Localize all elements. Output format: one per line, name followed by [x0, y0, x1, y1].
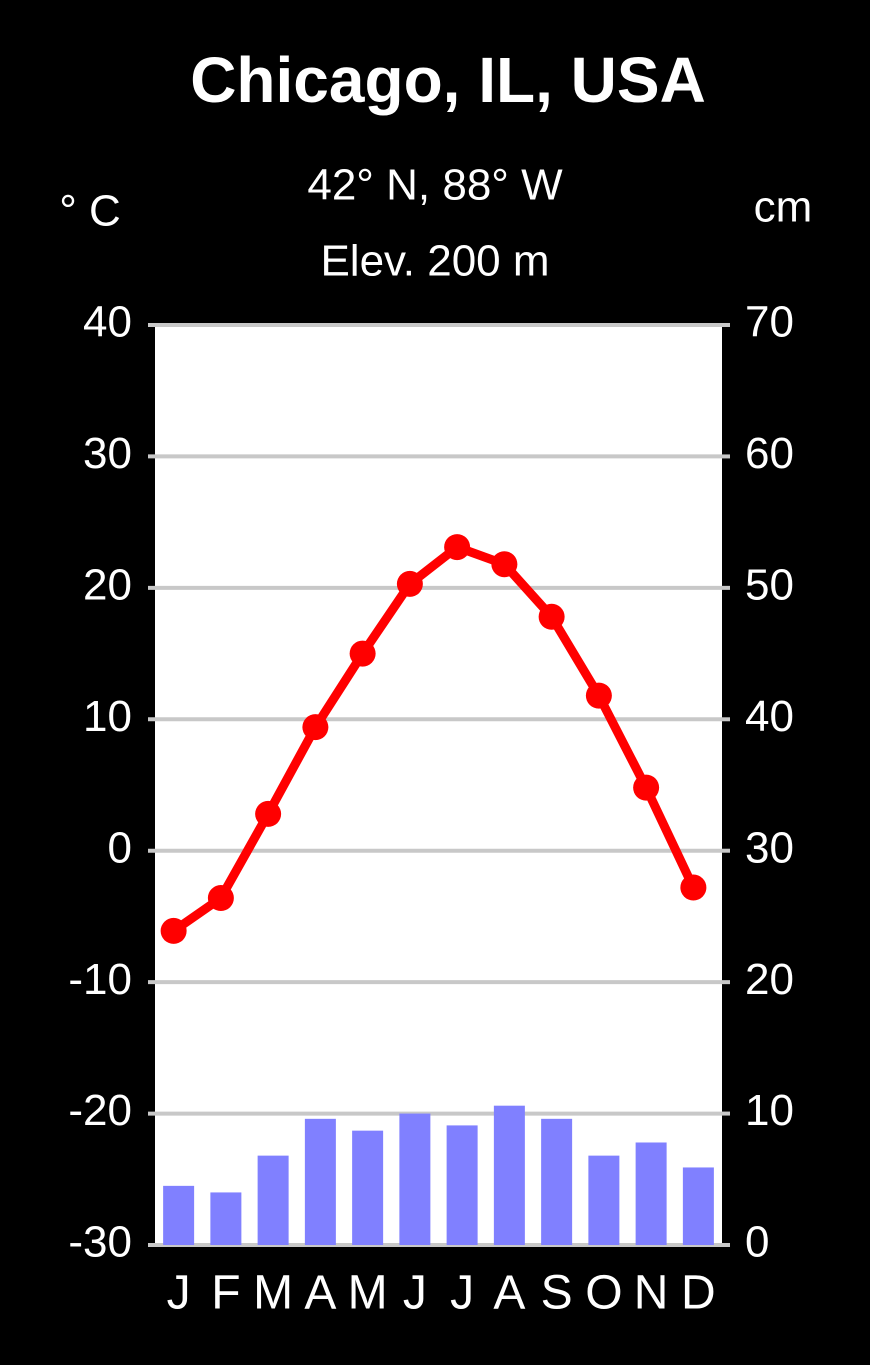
y-tick-label: -30 — [68, 1218, 132, 1267]
subtitle: 42° N, 88° W — [307, 161, 563, 210]
x-tick-label: J — [403, 1267, 427, 1320]
point — [633, 774, 660, 801]
x-tick-label: J — [167, 1267, 191, 1320]
y-tick-label: 20 — [83, 560, 132, 609]
y2-tick-label: 0 — [745, 1218, 769, 1267]
bar — [352, 1130, 384, 1245]
point — [255, 800, 282, 827]
point — [160, 917, 187, 944]
y2-axis-label: cm — [754, 183, 813, 232]
point — [538, 603, 565, 630]
point — [396, 570, 423, 597]
y2-tick-label: 70 — [745, 298, 794, 347]
y-tick-label: 30 — [83, 429, 132, 478]
bar — [399, 1113, 431, 1245]
y-axis-label: ° C — [59, 187, 121, 236]
x-tick-label: D — [681, 1267, 716, 1320]
y2-tick-label: 50 — [745, 560, 794, 609]
subtitle: Elev. 200 m — [320, 237, 549, 286]
bar — [635, 1142, 667, 1245]
x-tick-label: J — [450, 1267, 474, 1320]
x-tick-label: S — [541, 1267, 573, 1320]
point — [207, 885, 234, 912]
x-tick-label: M — [348, 1267, 388, 1320]
x-tick-label: F — [211, 1267, 240, 1320]
plot-area — [155, 325, 722, 1245]
point — [349, 640, 376, 667]
point — [680, 874, 707, 901]
x-tick-label: M — [253, 1267, 293, 1320]
line — [171, 542, 698, 935]
bar — [682, 1167, 714, 1245]
x-tick-label: A — [493, 1267, 525, 1320]
bar — [446, 1125, 478, 1245]
point — [302, 714, 329, 741]
bar — [304, 1118, 336, 1245]
y2-tick-label: 60 — [745, 429, 794, 478]
y2-tick-label: 30 — [745, 823, 794, 872]
bar — [493, 1105, 525, 1245]
y2-tick-label: 20 — [745, 955, 794, 1004]
y-tick-label: 10 — [83, 692, 132, 741]
x-tick-label: A — [304, 1267, 336, 1320]
y2-tick-label: 40 — [745, 692, 794, 741]
bar — [210, 1192, 242, 1245]
y-tick-label: 0 — [108, 823, 132, 872]
x-tick-label: O — [585, 1267, 622, 1320]
y2-tick-label: 10 — [745, 1086, 794, 1135]
bar — [588, 1155, 620, 1245]
bar — [541, 1118, 573, 1245]
chart-title: Chicago, IL, USA — [190, 44, 706, 116]
y-tick-label: -10 — [68, 955, 132, 1004]
bar — [257, 1155, 289, 1245]
bar — [163, 1185, 195, 1245]
point — [585, 682, 612, 709]
y-tick-label: 40 — [83, 298, 132, 347]
y-tick-label: -20 — [68, 1086, 132, 1135]
x-tick-label: N — [634, 1267, 669, 1320]
point — [491, 551, 518, 578]
point — [444, 534, 471, 561]
